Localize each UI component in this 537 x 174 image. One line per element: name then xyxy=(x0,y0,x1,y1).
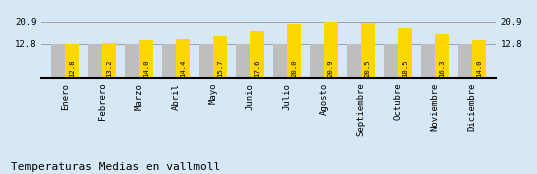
Text: 12.8: 12.8 xyxy=(69,59,75,77)
Bar xyxy=(199,44,213,78)
Bar xyxy=(213,36,227,78)
Text: 20.9: 20.9 xyxy=(328,59,334,77)
Bar xyxy=(52,44,66,78)
Bar xyxy=(176,39,190,78)
Bar xyxy=(236,44,250,78)
Bar xyxy=(398,28,412,78)
Bar xyxy=(458,44,471,78)
Bar xyxy=(139,40,153,78)
Bar xyxy=(287,24,301,78)
Bar xyxy=(434,34,449,78)
Bar xyxy=(66,44,79,78)
Text: 20.0: 20.0 xyxy=(291,59,297,77)
Text: 16.3: 16.3 xyxy=(439,59,445,77)
Text: 14.0: 14.0 xyxy=(476,59,482,77)
Text: 20.5: 20.5 xyxy=(365,59,371,77)
Text: Temperaturas Medias en vallmoll: Temperaturas Medias en vallmoll xyxy=(11,162,220,172)
Bar xyxy=(250,31,264,78)
Bar xyxy=(162,44,176,78)
Bar xyxy=(471,40,485,78)
Bar xyxy=(347,44,361,78)
Bar xyxy=(273,44,287,78)
Text: 18.5: 18.5 xyxy=(402,59,408,77)
Text: 14.4: 14.4 xyxy=(180,59,186,77)
Bar xyxy=(324,22,338,78)
Bar xyxy=(310,44,324,78)
Text: 13.2: 13.2 xyxy=(106,59,112,77)
Text: 15.7: 15.7 xyxy=(217,59,223,77)
Bar xyxy=(88,44,103,78)
Bar xyxy=(361,23,375,78)
Bar xyxy=(420,44,434,78)
Text: 17.6: 17.6 xyxy=(254,59,260,77)
Text: 14.0: 14.0 xyxy=(143,59,149,77)
Bar xyxy=(103,42,117,78)
Bar xyxy=(125,44,139,78)
Bar xyxy=(384,44,398,78)
